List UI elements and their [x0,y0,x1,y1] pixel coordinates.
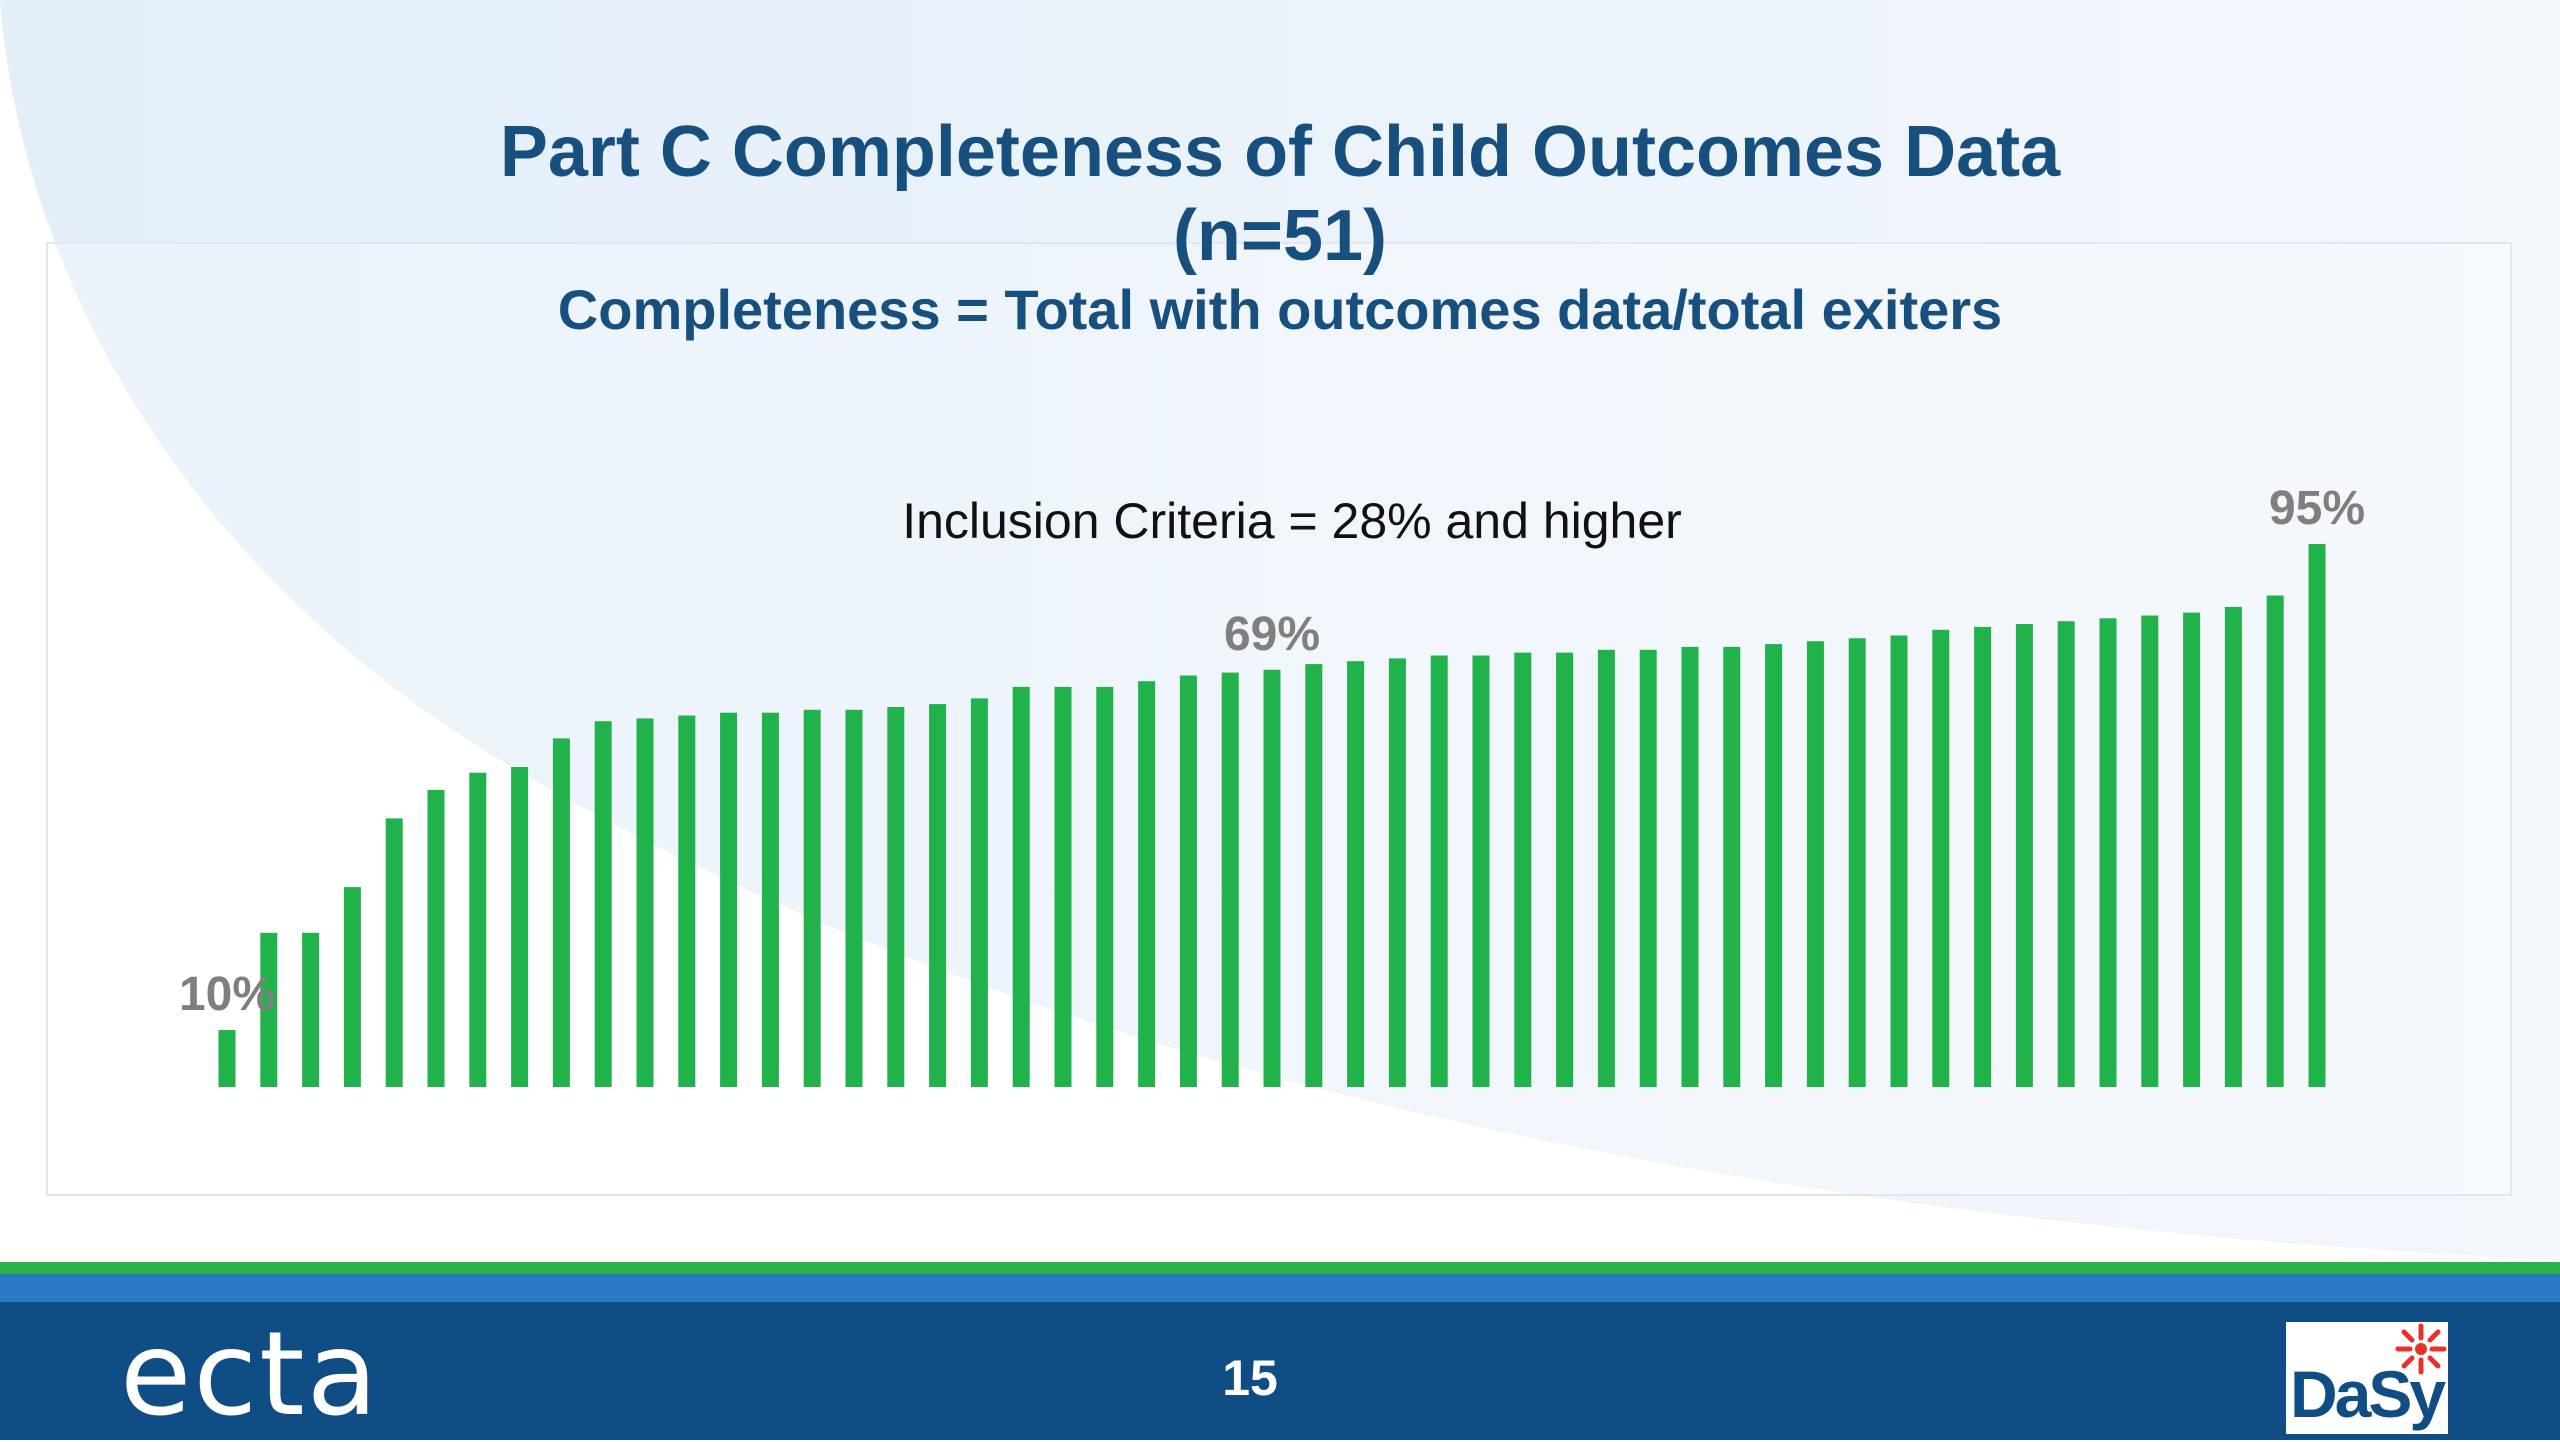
slide-subtitle: Completeness = Total with outcomes data/… [557,278,2003,341]
sun-icon [2395,1323,2447,1375]
bar-17 [887,707,905,1087]
bar-25 [1221,672,1239,1087]
bar-47 [2141,615,2159,1087]
bar-45 [2057,621,2075,1087]
bar-51 [2308,544,2326,1087]
data-label-3: 95% [2269,482,2365,535]
bar-14 [761,712,779,1087]
bar-7 [469,772,487,1087]
bar-10 [594,721,612,1087]
bar-28 [1347,661,1365,1087]
bar-27 [1305,664,1323,1087]
inclusion-criteria-note: Inclusion Criteria = 28% and higher [902,493,1682,549]
bar-31 [1472,655,1490,1087]
bar-23 [1138,681,1156,1087]
bar-42 [1932,629,1950,1087]
bar-20 [1012,686,1030,1087]
bar-11 [636,718,654,1087]
bar-24 [1179,675,1197,1087]
bar-50 [2266,595,2284,1087]
bar-35 [1639,649,1657,1087]
bar-29 [1388,658,1406,1087]
data-label-2: 69% [1224,608,1320,661]
bar-26 [1263,669,1281,1087]
footer-blue-stripe [0,1274,2560,1302]
bar-36 [1681,646,1699,1087]
slide-title-n: (n=51) [1172,196,1388,276]
bar-4 [343,887,361,1087]
bar-44 [2015,624,2033,1087]
data-label-1: 10% [179,968,275,1021]
bar-30 [1430,655,1448,1087]
bar-39 [1806,641,1824,1087]
bar-34 [1597,649,1615,1087]
bar-9 [552,738,570,1087]
bar-40 [1848,638,1866,1087]
bar-49 [2224,606,2242,1087]
bar-8 [511,767,529,1087]
page-number: 15 [1222,1350,1278,1406]
bar-22 [1096,686,1114,1087]
bar-46 [2099,618,2117,1087]
bar-3 [302,932,320,1087]
bar-21 [1054,686,1072,1087]
dasy-logo: DaSy [2286,1322,2448,1434]
bar-19 [970,698,988,1087]
bar-48 [2183,612,2201,1087]
bar-1 [218,1030,236,1087]
bar-41 [1890,635,1908,1087]
bar-38 [1765,644,1783,1087]
slide-title: Part C Completeness of Child Outcomes Da… [499,112,2061,192]
footer-bar [0,1302,2560,1440]
bar-15 [803,709,821,1087]
bar-16 [845,709,863,1087]
ecta-logo: ecta [120,1307,380,1442]
bar-5 [385,818,403,1087]
bar-6 [427,789,445,1087]
bar-12 [678,715,696,1087]
bar-37 [1723,646,1741,1087]
bar-18 [929,704,947,1087]
footer-green-stripe [0,1262,2560,1274]
bar-13 [720,712,738,1087]
bar-32 [1514,652,1532,1087]
bar-43 [1974,626,1992,1087]
bar-2 [260,932,278,1087]
bar-33 [1556,652,1574,1087]
